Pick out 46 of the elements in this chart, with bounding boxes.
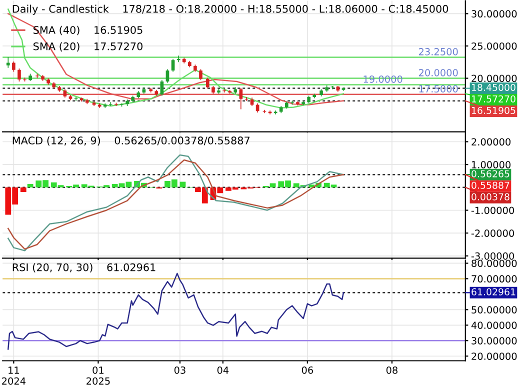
candlestick xyxy=(6,56,10,68)
y-tick-label: 30.00000 xyxy=(472,337,517,344)
annotation: 0.00378 xyxy=(472,193,510,200)
bar xyxy=(20,187,26,192)
line-series xyxy=(8,272,344,350)
candlestick xyxy=(12,61,16,72)
x-tick-label: 11 2024 xyxy=(2,366,26,385)
y-tick-label: 20.00000 xyxy=(472,74,517,82)
x-tick-label: 06 xyxy=(302,366,314,374)
ref-line-label: 17.5000 xyxy=(419,85,458,92)
y-tick-label: 25.00000 xyxy=(472,42,517,50)
chart-title: Daily - Candlestick 178/218 - O:18.20000 - H:18.55000 - L:18.06000 - C:18.45000 xyxy=(12,4,448,15)
annotation: 0.56265 xyxy=(472,170,510,178)
ref-line-label: 23.2500 xyxy=(418,48,458,56)
annotation: 18.45000 xyxy=(472,84,516,91)
y-tick-label: 30.00000 xyxy=(472,10,517,18)
annotation: 0.55887 xyxy=(472,182,510,189)
y-tick-label: -2.00000 xyxy=(471,230,514,237)
candlestick xyxy=(160,80,164,96)
y-tick-label: 2.00000 xyxy=(472,138,511,146)
y-tick-label: 80.00000 xyxy=(472,260,517,268)
y-tick-label: -1.00000 xyxy=(471,206,514,214)
y-tick-label: 70.00000 xyxy=(472,275,517,283)
annotation: 17.57270 xyxy=(472,95,516,102)
x-tick-label: 01 2025 xyxy=(86,366,110,385)
candlestick xyxy=(206,77,210,89)
y-tick-label: 20.00000 xyxy=(472,352,517,360)
candlestick xyxy=(166,68,170,84)
y-tick-label: 40.00000 xyxy=(471,322,517,329)
chart-title: RSI (20, 70, 30) 61.02961 xyxy=(12,263,156,272)
y-tick-label: -3.00000 xyxy=(471,252,514,260)
candlestick xyxy=(256,102,260,113)
annotation: 61.02961 xyxy=(472,288,516,296)
candlestick xyxy=(18,68,21,82)
candlestick xyxy=(239,88,243,110)
ref-line-label: 20.0000 xyxy=(418,69,458,76)
y-tick-label: 50.00000 xyxy=(472,306,517,314)
bar xyxy=(27,184,34,188)
x-tick-label: 03 xyxy=(174,366,186,374)
chart-title: MACD (12, 26, 9) 0.56265/0.00378/0.55887 xyxy=(12,136,250,146)
x-tick-label: 08 xyxy=(386,366,398,374)
annotation: 16.51905 xyxy=(472,106,516,114)
candlestick xyxy=(171,58,175,72)
y-tick-label: 1.00000 xyxy=(472,161,511,168)
x-tick-label: 04 xyxy=(217,366,229,374)
candlestick xyxy=(199,68,202,81)
